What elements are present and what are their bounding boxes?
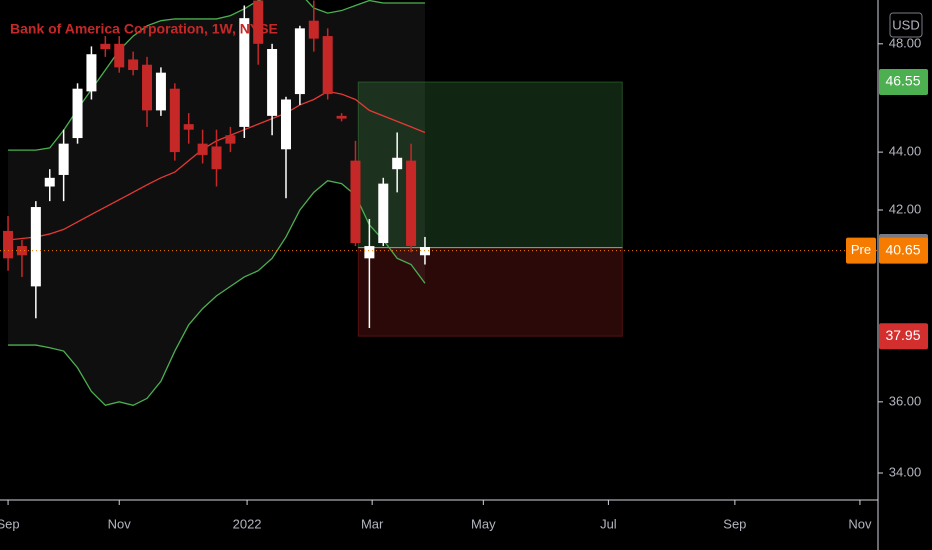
candle-body — [406, 160, 417, 247]
candle-body — [211, 146, 222, 170]
x-tick-label: Nov — [848, 516, 872, 531]
candle-body — [169, 88, 180, 153]
price-label-box — [879, 237, 928, 264]
candle-body — [225, 135, 236, 144]
price-label-box — [879, 323, 928, 350]
x-tick-label: Nov — [108, 516, 132, 531]
candle-body — [100, 43, 111, 50]
candle-body — [16, 246, 27, 256]
candle-body — [392, 157, 403, 170]
candle-body — [294, 28, 305, 95]
candle-body — [128, 59, 139, 71]
x-tick-label: Mar — [361, 516, 384, 531]
target-zone — [357, 81, 623, 249]
tag-label: Pre — [851, 242, 871, 257]
candle-body — [378, 183, 389, 244]
candle-body — [58, 143, 69, 175]
candle-body — [239, 18, 250, 127]
price-label: 37.95 — [885, 327, 920, 343]
y-tick-label: 34.00 — [889, 464, 922, 479]
price-label-box — [879, 68, 928, 95]
candle-body — [86, 54, 97, 92]
candle-body — [44, 177, 55, 187]
x-tick-label: May — [471, 516, 496, 531]
stop-zone — [357, 247, 623, 337]
y-tick-label: 42.00 — [889, 201, 922, 216]
price-label: 46.55 — [885, 73, 920, 89]
x-tick-label: Sep — [0, 516, 20, 531]
price-label: 40.65 — [885, 241, 920, 257]
candle-body — [308, 20, 319, 39]
y-tick-label: 48.00 — [889, 35, 922, 50]
candle-body — [364, 246, 375, 259]
plot-area — [0, 0, 878, 407]
band-fill — [8, 0, 425, 406]
candle-body — [142, 64, 153, 111]
candle-body — [114, 43, 125, 68]
candle-body — [183, 124, 194, 130]
x-tick-label: Sep — [723, 516, 746, 531]
candle-body — [3, 230, 14, 259]
chart-title: Bank of America Corporation, 1W, NYSE — [10, 21, 278, 37]
currency-box[interactable] — [889, 12, 923, 38]
candle-body — [336, 115, 347, 119]
candle-body — [267, 49, 278, 116]
candle-body — [72, 88, 83, 139]
candle-body — [197, 143, 208, 155]
candle-body — [155, 72, 166, 111]
candle-body — [30, 207, 41, 287]
candle-body — [253, 0, 264, 44]
candle-body — [350, 160, 361, 244]
tag-box — [846, 237, 876, 264]
candle-body — [280, 99, 291, 150]
currency: USD — [892, 17, 919, 32]
x-tick-label: 2022 — [233, 516, 262, 531]
candle-body — [322, 36, 333, 95]
y-tick-label: 44.00 — [889, 144, 922, 159]
y-tick-label: 36.00 — [889, 393, 922, 408]
x-tick-label: Jul — [600, 516, 617, 531]
